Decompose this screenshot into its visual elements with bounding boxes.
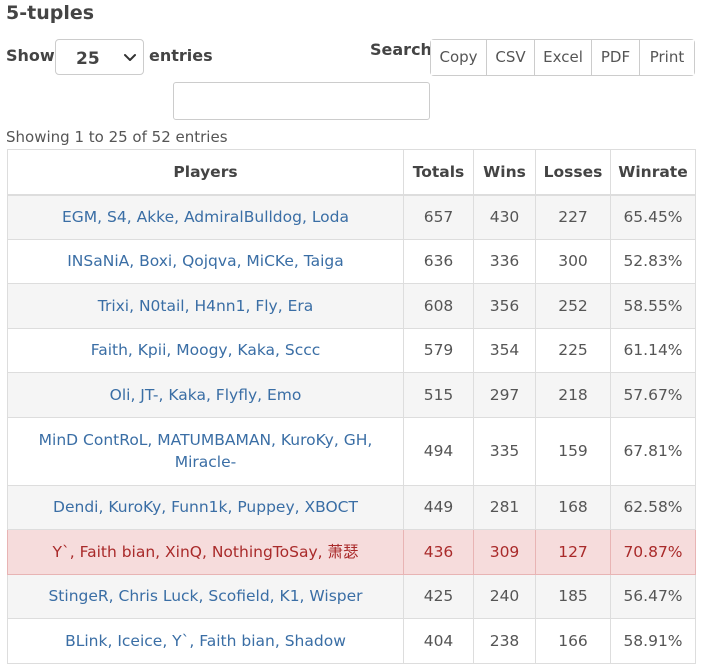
totals-cell: 449 [403, 484, 474, 530]
wins-cell: 238 [473, 618, 536, 664]
players-cell: Y`, Faith bian, XinQ, NothingToSay, 萧瑟 [7, 529, 404, 575]
losses-cell: 185 [535, 573, 611, 619]
losses-cell: 218 [535, 372, 611, 418]
table-row[interactable]: Faith, Kpii, Moogy, Kaka, Sccc 579 354 2… [7, 327, 696, 373]
totals-cell: 579 [403, 327, 474, 373]
players-cell: Faith, Kpii, Moogy, Kaka, Sccc [7, 327, 404, 373]
players-cell: StingeR, Chris Luck, Scofield, K1, Wispe… [7, 573, 404, 619]
winrate-cell: 57.67% [610, 372, 696, 418]
winrate-cell: 52.83% [610, 238, 696, 284]
winrate-cell: 56.47% [610, 573, 696, 619]
copy-button[interactable]: Copy [431, 40, 487, 75]
losses-cell: 159 [535, 416, 611, 486]
search-input[interactable] [173, 82, 430, 120]
players-cell: BLink, Iceice, Y`, Faith bian, Shadow [7, 618, 404, 664]
header-winrate[interactable]: Winrate [610, 149, 696, 196]
totals-cell: 657 [403, 194, 474, 240]
players-cell: EGM, S4, Akke, AdmiralBulldog, Loda [7, 194, 404, 240]
losses-cell: 300 [535, 238, 611, 284]
table-row[interactable]: MinD ContRoL, MATUMBAMAN, KuroKy, GH, Mi… [7, 416, 696, 486]
wins-cell: 430 [473, 194, 536, 240]
header-wins[interactable]: Wins [473, 149, 536, 196]
table-row-highlighted[interactable]: Y`, Faith bian, XinQ, NothingToSay, 萧瑟 4… [7, 529, 696, 575]
tuples-table: Players Totals Wins Losses Winrate EGM, … [7, 149, 696, 664]
winrate-cell: 58.91% [610, 618, 696, 664]
export-button-group: Copy CSV Excel PDF Print [430, 39, 695, 76]
winrate-cell: 61.14% [610, 327, 696, 373]
table-row[interactable]: EGM, S4, Akke, AdmiralBulldog, Loda 657 … [7, 194, 696, 240]
totals-cell: 608 [403, 283, 474, 329]
players-cell: Dendi, KuroKy, Funn1k, Puppey, XBOCT [7, 484, 404, 530]
totals-cell: 515 [403, 372, 474, 418]
table-header-row: Players Totals Wins Losses Winrate [7, 149, 696, 196]
wins-cell: 281 [473, 484, 536, 530]
wins-cell: 354 [473, 327, 536, 373]
winrate-cell: 70.87% [610, 529, 696, 575]
losses-cell: 252 [535, 283, 611, 329]
page-title: 5-tuples [6, 2, 95, 24]
wins-cell: 240 [473, 573, 536, 619]
winrate-cell: 67.81% [610, 416, 696, 486]
excel-button[interactable]: Excel [535, 40, 592, 75]
header-totals[interactable]: Totals [403, 149, 474, 196]
entries-label: entries [149, 46, 213, 65]
table-row[interactable]: INSaNiA, Boxi, Qojqva, MiCKe, Taiga 636 … [7, 238, 696, 284]
totals-cell: 636 [403, 238, 474, 284]
entries-per-page-select[interactable]: 25 [55, 39, 144, 75]
losses-cell: 127 [535, 529, 611, 575]
print-button[interactable]: Print [640, 40, 694, 75]
wins-cell: 297 [473, 372, 536, 418]
chevron-down-icon [124, 54, 136, 61]
totals-cell: 404 [403, 618, 474, 664]
losses-cell: 227 [535, 194, 611, 240]
players-cell: Oli, JT-, Kaka, Flyfly, Emo [7, 372, 404, 418]
players-cell: Trixi, N0tail, H4nn1, Fly, Era [7, 283, 404, 329]
wins-cell: 335 [473, 416, 536, 486]
wins-cell: 336 [473, 238, 536, 284]
winrate-cell: 62.58% [610, 484, 696, 530]
table-row[interactable]: Trixi, N0tail, H4nn1, Fly, Era 608 356 2… [7, 283, 696, 329]
wins-cell: 356 [473, 283, 536, 329]
table-row[interactable]: BLink, Iceice, Y`, Faith bian, Shadow 40… [7, 618, 696, 664]
losses-cell: 168 [535, 484, 611, 530]
table-row[interactable]: Oli, JT-, Kaka, Flyfly, Emo 515 297 218 … [7, 372, 696, 418]
players-cell: INSaNiA, Boxi, Qojqva, MiCKe, Taiga [7, 238, 404, 284]
wins-cell: 309 [473, 529, 536, 575]
players-cell: MinD ContRoL, MATUMBAMAN, KuroKy, GH, Mi… [7, 416, 404, 486]
table-row[interactable]: StingeR, Chris Luck, Scofield, K1, Wispe… [7, 573, 696, 619]
header-players[interactable]: Players [7, 149, 404, 196]
totals-cell: 494 [403, 416, 474, 486]
table-row[interactable]: Dendi, KuroKy, Funn1k, Puppey, XBOCT 449… [7, 484, 696, 530]
totals-cell: 436 [403, 529, 474, 575]
winrate-cell: 65.45% [610, 194, 696, 240]
table-info: Showing 1 to 25 of 52 entries [6, 128, 228, 146]
losses-cell: 225 [535, 327, 611, 373]
winrate-cell: 58.55% [610, 283, 696, 329]
losses-cell: 166 [535, 618, 611, 664]
pdf-button[interactable]: PDF [592, 40, 640, 75]
header-losses[interactable]: Losses [535, 149, 611, 196]
csv-button[interactable]: CSV [487, 40, 535, 75]
entries-per-page-value: 25 [76, 49, 100, 69]
search-label: Search: [370, 40, 439, 59]
totals-cell: 425 [403, 573, 474, 619]
show-label: Show [6, 46, 55, 65]
